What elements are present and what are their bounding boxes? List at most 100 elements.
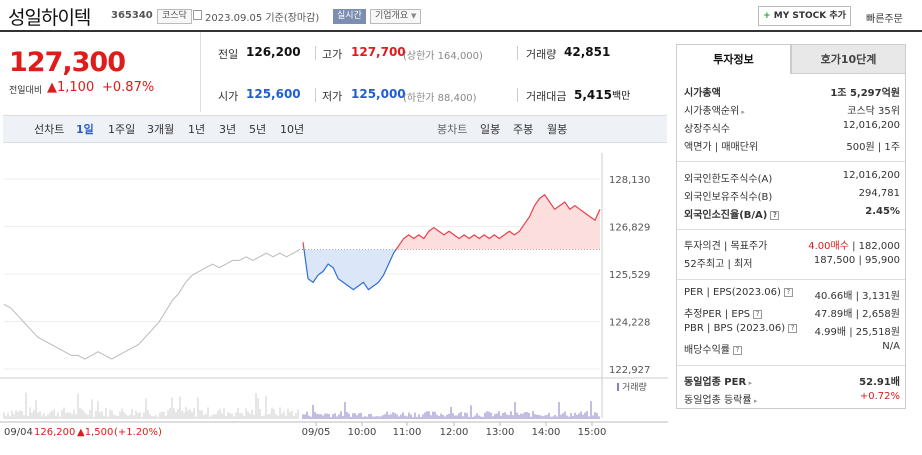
info-row-week52-high-low: 52주최고 | 최저 187,500 | 95,900: [684, 255, 900, 272]
info-label: 시가총액: [684, 88, 721, 99]
info-row-market-cap-rank: 시가총액순위 ▸ 코스닥 35위: [684, 102, 900, 119]
prev-close-label: 전일: [218, 48, 239, 61]
upper-limit: (상한가 164,000): [403, 51, 483, 62]
info-label: 상장주식수: [684, 124, 730, 135]
prev-day-close: 126,200: [34, 427, 75, 438]
info-label: 52주최고 | 최저: [684, 259, 753, 270]
divider: [517, 46, 518, 60]
arrow-right-icon[interactable]: ▸: [751, 397, 758, 405]
info-label: PBR | BPS (2023.06)?: [684, 323, 798, 334]
candle-chart-label: 봉차트: [437, 123, 468, 136]
info-value: 코스닥 35위: [847, 106, 900, 117]
quick-order-link[interactable]: 빠른주문: [866, 14, 903, 25]
info-value: 2.45%: [865, 206, 900, 217]
current-price: 127,300: [9, 47, 126, 78]
info-value: 187,500 | 95,900: [813, 255, 900, 266]
volume-legend-icon: [617, 383, 619, 391]
candle-monthly[interactable]: 월봉: [547, 123, 568, 136]
price-divider: [200, 32, 201, 112]
up-area: [396, 194, 600, 250]
info-label: PER | EPS(2023.06)?: [684, 287, 793, 298]
open-value: 125,600: [246, 87, 301, 101]
prev-day-line: [3, 249, 301, 360]
info-value: 52.91배: [859, 377, 900, 388]
x-tick-label: 13:00: [486, 427, 515, 438]
period-3y[interactable]: 3년: [219, 123, 237, 136]
info-row-est-per-eps: 추정PER | EPS? 47.89배 | 2,658원: [684, 305, 900, 322]
info-row-opinion-target: 투자의견 | 목표주가 4.00매수 | 182,000: [684, 237, 900, 254]
panel-divider: [677, 161, 905, 162]
tab-order-book[interactable]: 호가10단계: [791, 44, 906, 74]
info-value: 47.89배 | 2,658원: [814, 309, 900, 320]
prev-day-change: ▲1,500: [77, 427, 113, 438]
info-value: 12,016,200: [842, 120, 900, 131]
info-label: 시가총액순위 ▸: [684, 106, 745, 117]
panel-divider: [677, 279, 905, 280]
divider: [517, 88, 518, 102]
volume-label: 거래량: [622, 381, 647, 393]
arrow-right-icon[interactable]: ▸: [739, 108, 745, 116]
period-1d[interactable]: 1일: [76, 123, 94, 136]
x-tick-label: 14:00: [532, 427, 561, 438]
add-mystock-button[interactable]: + MY STOCK 추가: [758, 6, 851, 26]
y-tick-label: 125,529: [609, 270, 650, 281]
help-icon[interactable]: ?: [770, 210, 780, 220]
amount-value: 5,415백만: [574, 88, 631, 102]
up-line: [302, 242, 305, 250]
up-line: [395, 193, 601, 250]
period-3m[interactable]: 3개월: [147, 123, 175, 136]
info-row-foreign-limit: 외국인한도주식수(A) 12,016,200: [684, 170, 900, 187]
info-row-foreign-ratio: 외국인소진율(B/A)? 2.45%: [684, 206, 900, 223]
help-icon[interactable]: ?: [788, 323, 798, 333]
info-row-market-cap: 시가총액 1조 5,297억원: [684, 84, 900, 101]
arrow-right-icon[interactable]: ▸: [746, 379, 753, 387]
info-value: 12,016,200: [842, 170, 900, 181]
info-label: 동일업종 등락률 ▸: [684, 395, 758, 406]
x-tick-label: 11:00: [393, 427, 422, 438]
company-overview-dropdown[interactable]: 기업개요 ▼: [370, 9, 422, 24]
info-label: 추정PER | EPS?: [684, 305, 763, 320]
x-tick-label: 10:00: [348, 427, 377, 438]
y-tick-label: 124,228: [609, 317, 650, 328]
prev-close-value: 126,200: [246, 45, 301, 59]
period-bar: [3, 115, 667, 143]
info-label: 액면가 | 매매단위: [684, 142, 759, 153]
low-value: 125,000: [351, 87, 406, 101]
change-value: ▲1,100: [47, 80, 95, 95]
tab-invest-info[interactable]: 투자정보: [676, 44, 791, 74]
realtime-button[interactable]: 실시간: [333, 9, 366, 24]
info-value: 294,781: [858, 188, 900, 199]
candle-daily[interactable]: 일봉: [480, 123, 501, 136]
period-10y[interactable]: 10년: [280, 123, 305, 136]
y-tick-label: 122,927: [609, 365, 650, 376]
info-label: 외국인소진율(B/A)?: [684, 206, 780, 221]
info-row-foreign-holding: 외국인보유주식수(B) 294,781: [684, 188, 900, 205]
candle-weekly[interactable]: 주봉: [513, 123, 534, 136]
help-icon[interactable]: ?: [753, 309, 763, 319]
low-label: 저가: [322, 90, 343, 103]
chevron-down-icon: ▼: [411, 12, 417, 20]
x-tick-label: 15:00: [578, 427, 607, 438]
info-value: 500원 | 1주: [846, 142, 900, 153]
divider: [315, 88, 316, 102]
amount-label: 거래대금: [526, 90, 567, 103]
change-label: 전일대비: [9, 86, 43, 96]
volume-value: 42,851: [564, 45, 611, 59]
help-icon[interactable]: ?: [783, 287, 793, 297]
period-1w[interactable]: 1주일: [108, 123, 136, 136]
info-value: 40.66배 | 3,131원: [814, 291, 900, 302]
help-icon[interactable]: ?: [733, 345, 742, 355]
high-label: 고가: [322, 48, 343, 61]
info-label: 외국인보유주식수(B): [684, 192, 773, 203]
period-5y[interactable]: 5년: [249, 123, 267, 136]
high-value: 127,700: [351, 45, 406, 59]
intraday-chart: 128,130 126,829 125,529 124,228 122,927 거래량 09…: [0, 153, 668, 438]
info-row-par-trade-unit: 액면가 | 매매단위 500원 | 1주: [684, 138, 900, 155]
divider: [315, 46, 316, 60]
x-tick-label: 09/05: [302, 427, 331, 438]
down-line: [303, 249, 397, 291]
target-price: 182,000: [858, 241, 900, 252]
prev-day-pct: (+1.20%): [114, 427, 162, 438]
info-row-industry-change: 동일업종 등락률 ▸ +0.72%: [684, 391, 900, 408]
period-1y[interactable]: 1년: [188, 123, 206, 136]
